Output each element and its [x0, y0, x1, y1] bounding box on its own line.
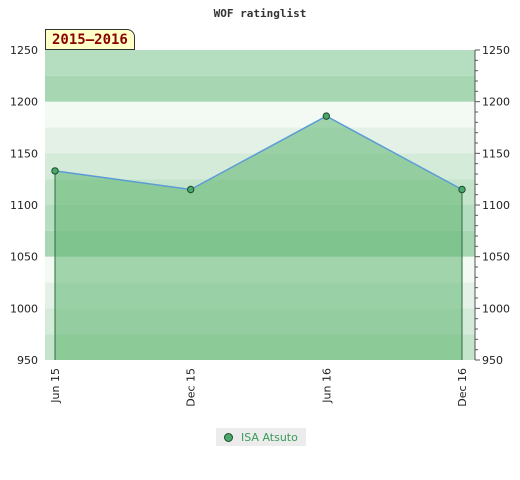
legend-marker-icon	[224, 432, 233, 442]
series-area	[55, 116, 462, 360]
background-band	[45, 75, 475, 102]
y-tick-label: 1000	[482, 302, 510, 315]
y-tick-label: 1050	[10, 251, 38, 264]
area-layer	[54, 115, 463, 360]
background-band	[45, 127, 475, 154]
y-tick-label: 1150	[482, 147, 510, 160]
chart-title: WOF ratinglist	[214, 7, 307, 20]
y-tick-label: 1100	[482, 199, 510, 212]
x-tick-label: Dec 16	[456, 368, 469, 407]
y-tick-label: 950	[17, 354, 38, 367]
data-point	[458, 185, 466, 194]
background-band	[45, 101, 475, 128]
x-tick-label: Dec 15	[185, 368, 198, 407]
y-tick-label: 1000	[10, 302, 38, 315]
background-band	[45, 50, 475, 76]
x-tick-label: Jun 15	[49, 368, 62, 404]
y-tick-label: 1250	[482, 44, 510, 57]
data-point	[322, 112, 331, 120]
series-line	[54, 115, 463, 191]
y-tick-label: 1150	[10, 147, 38, 160]
season-label: 2015–2016	[45, 29, 135, 50]
y-tick-label: 1050	[482, 251, 510, 264]
data-point	[186, 185, 195, 194]
y-tick-label: 1200	[482, 96, 510, 109]
data-markers	[51, 112, 466, 194]
y-axis-left: 950 1000 1050 1100 1150 1200 1250	[10, 44, 38, 367]
data-point	[51, 167, 59, 175]
y-tick-label: 1200	[10, 96, 38, 109]
legend-label: ISA Atsuto	[241, 430, 298, 444]
x-tick-label: Jun 16	[320, 368, 333, 404]
legend[interactable]: ISA Atsuto	[216, 428, 306, 446]
y-axis-right: 950 1000 1050 1100 1150 1200 1250	[475, 44, 510, 367]
y-tick-label: 1250	[10, 44, 38, 57]
y-tick-label: 950	[482, 354, 503, 367]
x-axis: Jun 15 Dec 15 Jun 16 Dec 16	[49, 368, 469, 407]
y-tick-label: 1100	[10, 199, 38, 212]
